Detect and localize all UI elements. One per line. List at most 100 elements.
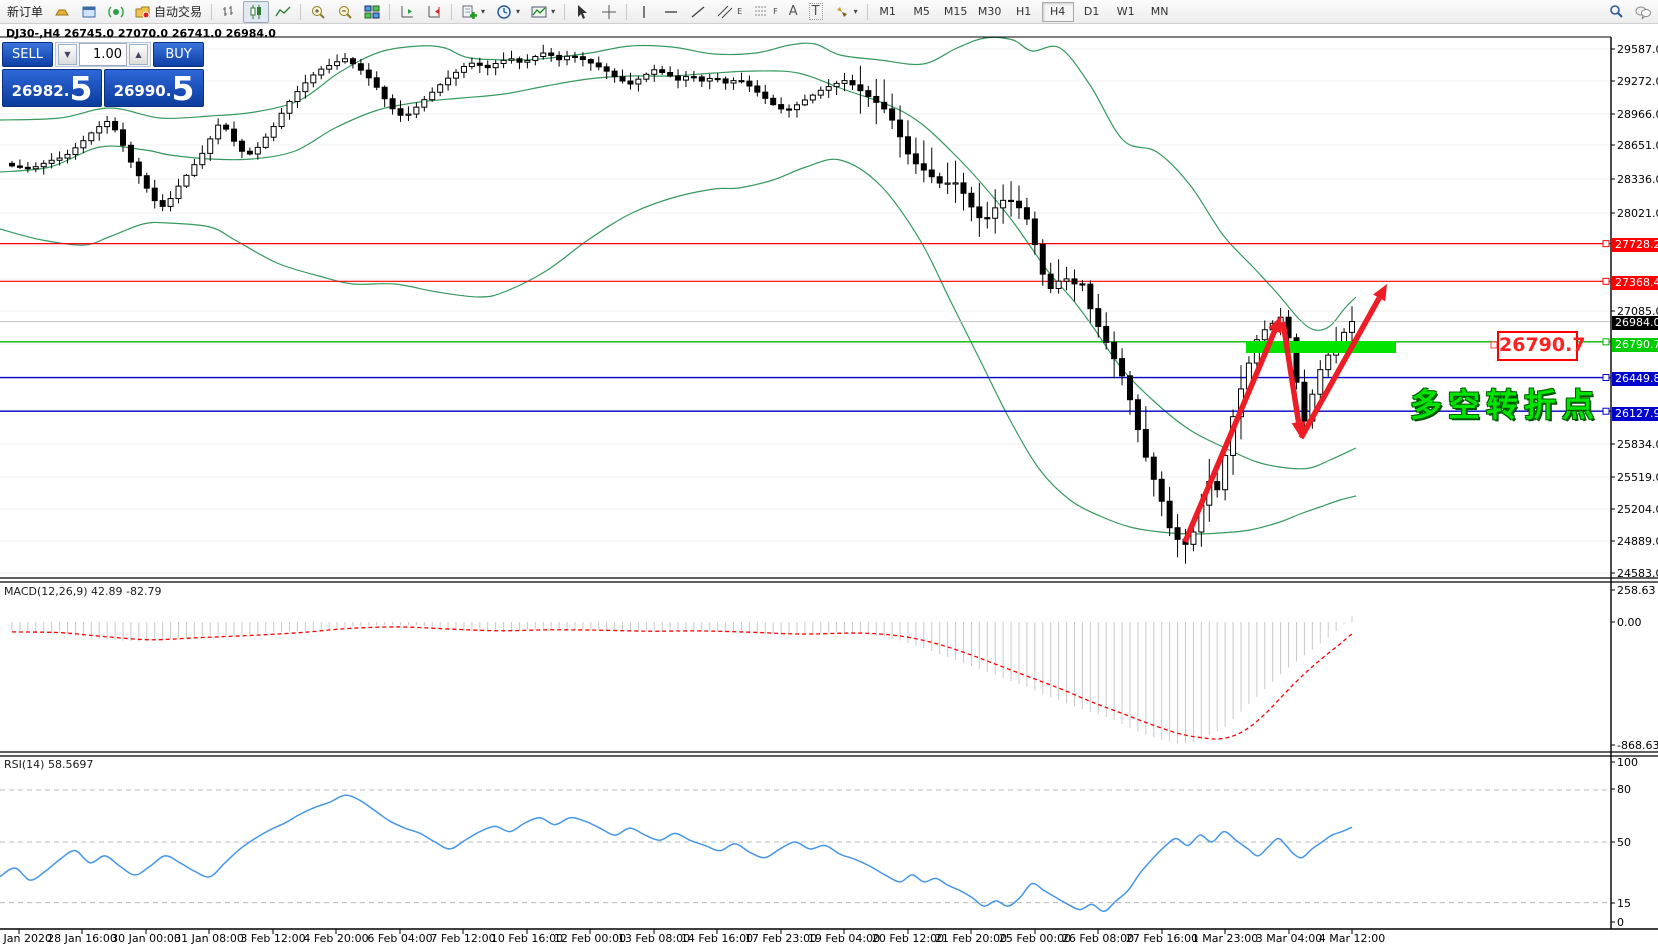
timeframe-button-m15[interactable]: M15 [943,5,968,18]
search-icon[interactable] [1603,1,1629,23]
auto-scroll-icon[interactable] [394,1,420,23]
autotrading-button[interactable]: 自动交易 [130,1,207,23]
price-tick-label: 258.63 [1617,584,1656,597]
tile-windows-icon[interactable] [359,1,385,23]
cursor-icon[interactable] [569,1,595,23]
text-icon[interactable]: A [788,4,798,19]
price-tick-label: 0 [1617,916,1624,929]
volume-increase-button[interactable]: ▲ [129,44,148,65]
toolbar: 新订单 自动交易 ▾ ▾ ▾ E F A T ▾ M [0,0,1658,24]
time-tick-label: 25 Feb 00:00 [998,932,1072,945]
price-label-bid-price: 26984.0 [1612,316,1658,330]
timeframe-group: M1 M5 M15 M30 H1 H4 D1 W1 MN [872,1,1176,22]
chart-shift-icon[interactable] [421,1,447,23]
timeframe-button-d1[interactable]: D1 [1083,5,1100,18]
time-tick-label: 10 Feb 16:00 [490,932,564,945]
rsi-label: RSI(14) 58.5697 [4,758,94,771]
zoom-out-icon[interactable] [332,1,358,23]
turning-point-annotation[interactable]: 多空转折点 [1410,386,1601,424]
time-tick-label: 30 Jan 00:00 [111,932,181,945]
crosshair-icon[interactable] [596,1,622,23]
buy-price-panel[interactable]: 26990. 5 [104,69,204,107]
price-tick-label: 15 [1617,897,1631,910]
price-tick-label: 25519.0 [1617,471,1658,484]
text-label-icon[interactable]: T [804,1,828,23]
price-tick-label: 27085.0 [1617,305,1658,318]
level-price-label[interactable]: 26790.7 [1497,331,1586,361]
macd-label: MACD(12,26,9) 42.89 -82.79 [4,585,162,598]
candle-chart-icon[interactable] [243,0,270,23]
buy-button[interactable]: BUY [153,42,204,67]
timeframe-button-w1[interactable]: W1 [1116,5,1135,18]
time-tick-label: 12 Feb 00:00 [553,932,627,945]
timeframe-button-m30[interactable]: M30 [977,5,1002,18]
zoom-in-icon[interactable] [305,1,331,23]
arrows-icon[interactable]: ▾ [829,1,863,23]
price-tick-label: 100 [1617,756,1638,769]
toolbar-separator [300,3,302,20]
channel-icon[interactable]: E [712,1,747,23]
new-chart-icon[interactable]: ▾ [456,1,490,23]
time-tick-label: 31 Jan 08:00 [174,932,244,945]
time-tick-label: 3 Mar 04:00 [1255,932,1323,945]
volume-decrease-button[interactable]: ▼ [58,44,77,65]
gold-icon[interactable] [49,1,75,23]
line-chart-icon[interactable] [270,1,296,23]
toolbar-separator [389,3,391,20]
price-tick-label: 25834.0 [1617,438,1658,451]
volume-input[interactable] [79,43,127,66]
buy-price-big-digit: 5 [171,69,195,108]
price-label-support-lower: 26127.9 [1612,407,1658,421]
toolbar-separator [866,3,868,20]
chart-title: DJ30-,H4 26745.0 27070.0 26741.0 26984.0 [6,27,276,40]
time-tick-label: 17 Feb 23:00 [744,932,818,945]
bar-chart-icon[interactable] [216,1,242,23]
time-tick-label: 3 Feb 12:00 [240,932,306,945]
chat-icon[interactable] [1630,1,1656,23]
price-tick-label: 28336.0 [1617,173,1658,186]
autotrading-label: 自动交易 [154,5,203,19]
timeframe-button-h4[interactable]: H4 [1041,1,1074,22]
fibonacci-icon[interactable]: F [748,1,783,23]
time-tick-label: 1 Mar 23:00 [1191,932,1259,945]
time-tick-label: 27 Feb 16:00 [1125,932,1199,945]
timeframe-button-m5[interactable]: M5 [913,5,930,18]
price-tick-label: 24889.0 [1617,535,1658,548]
window-icon[interactable] [76,1,102,23]
time-tick-label: 13 Feb 08:00 [617,932,691,945]
time-tick-label: 28 Jan 16:00 [47,932,117,945]
time-tick-label: 21 Feb 20:00 [934,932,1008,945]
new-order-label: 新订单 [7,5,44,19]
time-tick-label: 6 Feb 04:00 [367,932,433,945]
fibonacci-glyph: F [773,7,778,16]
price-tick-label: 24583.0 [1617,567,1658,580]
time-tick-label: 20 Feb 12:00 [871,932,945,945]
new-order-button[interactable]: 新订单 [2,1,48,23]
sell-button[interactable]: SELL [2,42,53,67]
price-tick-label: 28966.0 [1617,108,1658,121]
trendline-icon[interactable] [685,1,711,23]
price-tick-label: 25204.0 [1617,503,1658,516]
time-tick-label: 7 Feb 12:00 [430,932,496,945]
period-icon[interactable]: ▾ [491,1,525,23]
horizontal-line-icon[interactable] [658,1,684,23]
timeframe-button-m1[interactable]: M1 [879,5,896,18]
toolbar-separator [626,3,628,20]
price-label-resistance-upper: 27728.2 [1612,238,1658,252]
sell-price-main: 26982 [11,82,64,100]
indicators-icon[interactable]: ▾ [526,1,560,23]
price-label-green-level: 26790.7 [1612,338,1658,352]
signal-icon[interactable] [103,1,129,23]
time-tick-label: 4 Mar 12:00 [1318,932,1386,945]
autotrading-icon [135,4,151,20]
sell-price-panel[interactable]: 26982. 5 [2,69,102,107]
vertical-line-icon[interactable] [631,1,657,23]
timeframe-button-h1[interactable]: H1 [1015,5,1032,18]
time-tick-label: 26 Feb 08:00 [1061,932,1135,945]
price-tick-label: 80 [1617,783,1631,796]
time-tick-label: 4 Feb 20:00 [303,932,369,945]
chart-surface[interactable] [0,24,1658,946]
price-tick-label: 29272.0 [1617,75,1658,88]
timeframe-button-mn[interactable]: MN [1150,5,1169,18]
